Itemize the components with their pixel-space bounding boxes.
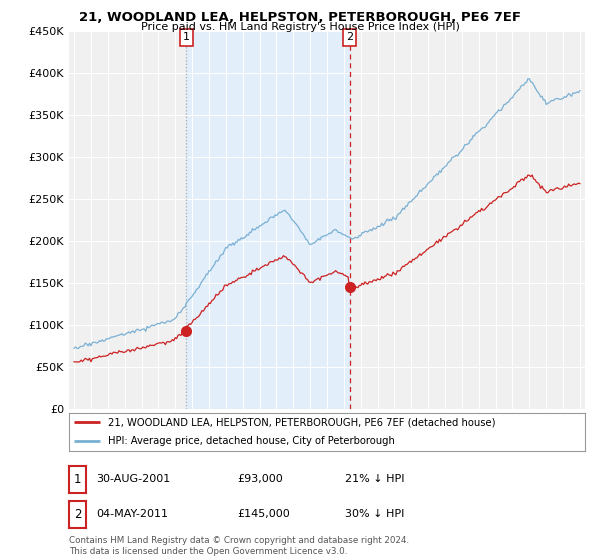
Text: 21% ↓ HPI: 21% ↓ HPI [345,474,404,484]
Text: £93,000: £93,000 [237,474,283,484]
Text: 2: 2 [74,507,81,521]
Text: 30% ↓ HPI: 30% ↓ HPI [345,509,404,519]
Text: 30-AUG-2001: 30-AUG-2001 [96,474,170,484]
Text: 2: 2 [346,32,353,43]
Text: Contains HM Land Registry data © Crown copyright and database right 2024.
This d: Contains HM Land Registry data © Crown c… [69,536,409,556]
Text: HPI: Average price, detached house, City of Peterborough: HPI: Average price, detached house, City… [108,436,395,446]
Text: 1: 1 [74,473,81,486]
Text: 1: 1 [183,32,190,43]
Bar [187,31,350,409]
Text: £145,000: £145,000 [237,509,290,519]
Text: Price paid vs. HM Land Registry's House Price Index (HPI): Price paid vs. HM Land Registry's House … [140,22,460,32]
Text: 21, WOODLAND LEA, HELPSTON, PETERBOROUGH, PE6 7EF (detached house): 21, WOODLAND LEA, HELPSTON, PETERBOROUGH… [108,417,495,427]
Text: 21, WOODLAND LEA, HELPSTON, PETERBOROUGH, PE6 7EF: 21, WOODLAND LEA, HELPSTON, PETERBOROUGH… [79,11,521,24]
Text: 04-MAY-2011: 04-MAY-2011 [96,509,168,519]
